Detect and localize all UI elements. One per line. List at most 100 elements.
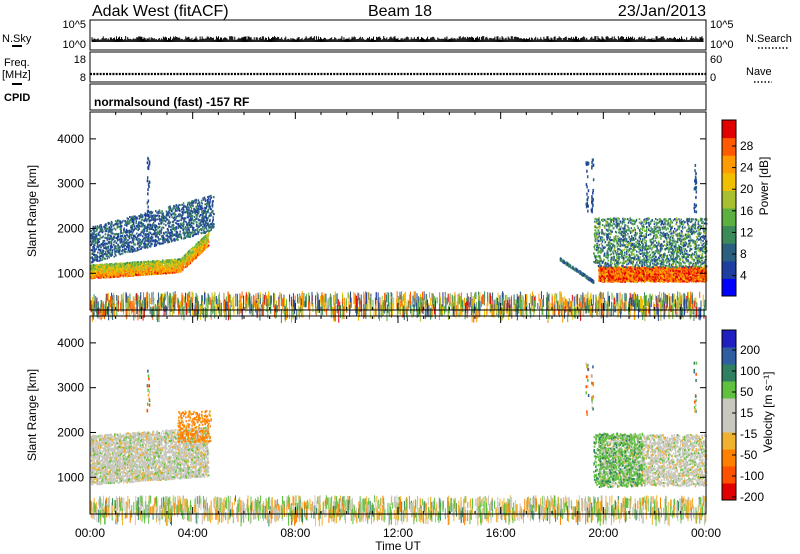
- scatter-cell: [158, 305, 160, 317]
- scatter-cell: [599, 291, 601, 304]
- scatter-cell: [185, 292, 187, 300]
- scatter-cell: [140, 215, 142, 218]
- scatter-cell: [187, 261, 189, 264]
- scatter-cell: [405, 291, 407, 303]
- scatter-cell: [254, 301, 256, 308]
- scatter-cell: [101, 241, 104, 244]
- scatter-cell: [120, 262, 122, 265]
- scatter-cell: [108, 299, 110, 309]
- scatter-cell: [187, 256, 190, 259]
- scatter-cell: [124, 270, 126, 273]
- scatter-cell: [173, 219, 176, 222]
- scatter-cell: [93, 259, 96, 262]
- scatter-cell: [410, 304, 412, 312]
- scatter-cell: [138, 242, 140, 245]
- scatter-cell: [117, 275, 120, 278]
- scatter-cell: [132, 270, 134, 273]
- scatter-cell: [676, 301, 678, 312]
- scatter-cell: [159, 271, 162, 274]
- scatter-cell: [421, 302, 423, 312]
- scatter-cell: [187, 250, 190, 253]
- scatter-cell: [140, 307, 142, 315]
- nave-tick-bottom: 0: [710, 72, 716, 84]
- scatter-cell: [126, 272, 129, 275]
- scatter-cell: [399, 291, 401, 300]
- scatter-cell: [130, 300, 132, 310]
- scatter-cell: [163, 265, 165, 268]
- scatter-cell: [611, 302, 613, 311]
- scatter-cell: [263, 303, 265, 310]
- scatter-cell: [204, 242, 206, 245]
- scatter-cell: [218, 294, 220, 307]
- scatter-cell: [127, 265, 129, 268]
- scatter-cell: [203, 215, 206, 218]
- scatter-cell: [128, 261, 131, 264]
- freq-unit: [MHz]: [2, 69, 31, 81]
- scatter-cell: [121, 273, 123, 276]
- scatter-cell: [162, 293, 164, 303]
- scatter-cell: [166, 291, 168, 299]
- scatter-cell: [134, 267, 137, 270]
- scatter-cell: [233, 295, 235, 306]
- scatter-cell: [230, 294, 232, 306]
- scatter-cell: [182, 207, 184, 210]
- scatter-cell: [166, 295, 168, 307]
- scatter-cell: [107, 221, 109, 224]
- scatter-cell: [194, 248, 197, 251]
- scatter-cell: [136, 261, 139, 264]
- scatter-cell: [403, 306, 405, 321]
- scatter-cell: [700, 308, 702, 319]
- scatter-cell: [292, 293, 294, 308]
- scatter-cell: [128, 266, 131, 269]
- scatter-cell: [278, 298, 280, 308]
- scatter-cell: [420, 296, 422, 309]
- scatter-cell: [497, 301, 499, 310]
- scatter-cell: [289, 294, 291, 306]
- scatter-cell: [160, 293, 162, 307]
- scatter-cell: [169, 260, 171, 263]
- scatter-cell: [101, 258, 104, 261]
- scatter-cell: [156, 225, 159, 228]
- scatter-cell: [475, 291, 477, 300]
- scatter-cell: [633, 307, 635, 320]
- scatter-cell: [146, 266, 149, 269]
- scatter-cell: [171, 267, 173, 270]
- scatter-cell: [292, 299, 294, 311]
- scatter-cell: [172, 268, 175, 271]
- scatter-cell: [169, 237, 172, 240]
- scatter-cell: [198, 229, 201, 232]
- scatter-cell: [135, 270, 137, 273]
- scatter-cell: [205, 220, 207, 223]
- scatter-cell: [688, 298, 690, 310]
- scatter-cell: [147, 269, 150, 272]
- scatter-cell: [114, 272, 116, 275]
- scatter-cell: [193, 254, 195, 257]
- scatter-cell: [135, 269, 137, 272]
- scatter-cell: [576, 294, 578, 305]
- scatter-cell: [547, 296, 549, 309]
- scatter-cell: [250, 297, 252, 312]
- scatter-cell: [148, 233, 150, 236]
- scatter-cell: [94, 271, 97, 274]
- scatter-cell: [98, 265, 100, 268]
- scatter-cell: [96, 305, 98, 317]
- scatter-cell: [403, 299, 405, 313]
- scatter-cell: [209, 297, 211, 305]
- scatter-cell: [301, 291, 303, 305]
- scatter-cell: [568, 298, 570, 305]
- scatter-cell: [143, 268, 146, 271]
- scatter-cell: [633, 292, 635, 303]
- scatter-cell: [124, 220, 126, 223]
- scatter-cell: [359, 299, 361, 311]
- scatter-cell: [200, 232, 203, 235]
- scatter-cell: [107, 269, 110, 272]
- scatter-cell: [565, 298, 567, 308]
- scatter-cell: [184, 217, 187, 220]
- scatter-cell: [308, 292, 310, 307]
- scatter-cell: [158, 243, 161, 246]
- scatter-cell: [264, 292, 266, 299]
- scatter-cell: [377, 292, 379, 304]
- scatter-cell: [292, 308, 294, 318]
- scatter-cell: [117, 267, 120, 270]
